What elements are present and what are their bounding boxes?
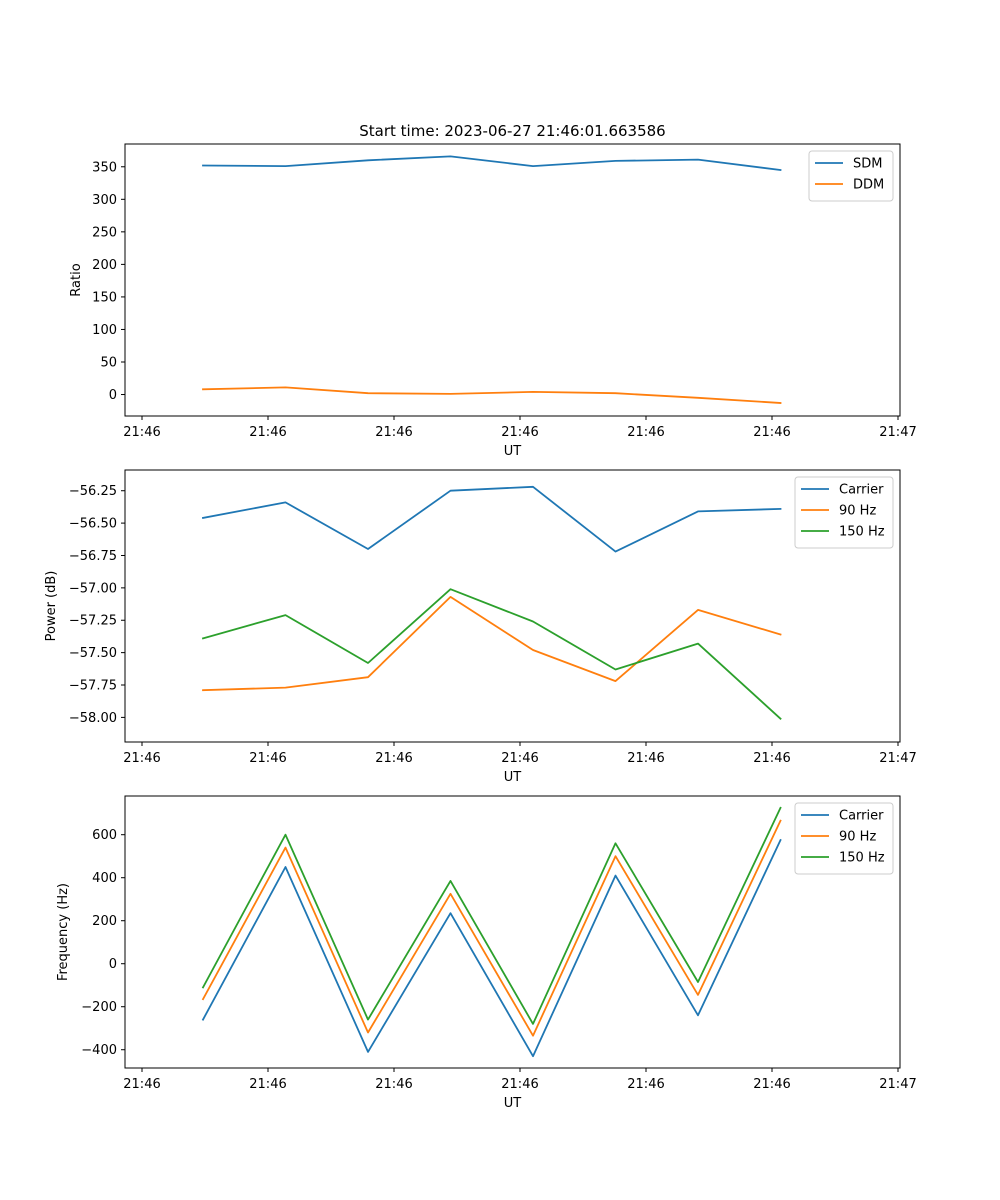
x-tick-label: 21:46 (249, 751, 286, 766)
series-line-ddm (202, 386, 782, 404)
plot-frame (124, 143, 901, 417)
x-tick-label: 21:46 (627, 1077, 664, 1092)
y-tick-label: −56.75 (69, 549, 117, 564)
x-tick-label: 21:46 (753, 1077, 790, 1092)
y-tick-label: −56.25 (69, 484, 117, 499)
legend-label-carrier: Carrier (839, 809, 884, 824)
x-tick-label: 21:46 (123, 425, 160, 440)
x-tick-label: 21:46 (123, 751, 160, 766)
figure-title: Start time: 2023-06-27 21:46:01.663586 (359, 122, 665, 140)
y-tick-label: 0 (109, 388, 117, 403)
x-tick-label: 21:46 (627, 751, 664, 766)
legend-label-90-hz: 90 Hz (839, 504, 876, 519)
legend-label-150-hz: 150 Hz (839, 851, 885, 866)
y-tick-label: 600 (92, 828, 117, 843)
y-tick-label: 0 (109, 957, 117, 972)
chart-panel-1: 21:46 21:46 21:46 21:46 21:46 21:46 21:47 UT 0 50… (69, 143, 917, 459)
x-tick-label: 21:46 (249, 425, 286, 440)
plot-frame (124, 795, 901, 1069)
series-line-carrier (201, 485, 782, 553)
y-axis-label: Frequency (Hz) (56, 883, 71, 981)
y-tick-label: −57.00 (69, 581, 117, 596)
chart-panel-3: 21:46 21:46 21:46 21:46 21:46 21:46 21:47 UT −40… (56, 795, 917, 1111)
x-tick-label: 21:46 (753, 751, 790, 766)
y-tick-label: 200 (92, 258, 117, 273)
x-axis-label: UT (504, 770, 522, 785)
x-tick-label: 21:46 (627, 425, 664, 440)
series-line-90-hz (201, 819, 782, 1037)
x-axis-label: UT (504, 444, 522, 459)
series-line-90-hz (202, 596, 782, 692)
series-line-sdm (202, 155, 782, 172)
y-axis-label: Ratio (69, 263, 84, 296)
y-tick-label: 50 (100, 355, 117, 370)
x-tick-label: 21:47 (879, 425, 916, 440)
x-tick-label: 21:47 (879, 1077, 916, 1092)
x-tick-label: 21:46 (123, 1077, 160, 1092)
x-tick-label: 21:46 (375, 751, 412, 766)
legend-label-carrier: Carrier (839, 483, 884, 498)
y-axis-label: Power (dB) (44, 571, 59, 642)
series-line-carrier (201, 838, 782, 1058)
y-tick-label: 250 (92, 225, 117, 240)
x-tick-label: 21:46 (753, 425, 790, 440)
y-tick-label: 100 (92, 323, 117, 338)
x-tick-label: 21:47 (879, 751, 916, 766)
x-tick-label: 21:46 (501, 1077, 538, 1092)
x-axis-label: UT (504, 1096, 522, 1111)
y-tick-label: −200 (81, 1000, 117, 1015)
y-tick-label: −400 (81, 1043, 117, 1058)
legend: Carrier 90 Hz 150 Hz (794, 802, 894, 875)
series-line-150-hz (201, 588, 782, 720)
x-tick-label: 21:46 (375, 425, 412, 440)
x-tick-label: 21:46 (375, 1077, 412, 1092)
legend-label-sdm: SDM (853, 157, 882, 172)
x-tick-label: 21:46 (501, 751, 538, 766)
y-tick-label: 150 (92, 290, 117, 305)
y-tick-label: −58.00 (69, 711, 117, 726)
y-tick-label: −57.50 (69, 646, 117, 661)
y-tick-label: 350 (92, 160, 117, 175)
plot-frame (124, 469, 901, 743)
x-tick-label: 21:46 (501, 425, 538, 440)
y-tick-label: 200 (92, 914, 117, 929)
y-tick-label: 400 (92, 871, 117, 886)
legend: Carrier 90 Hz 150 Hz (794, 476, 894, 549)
legend-label-ddm: DDM (853, 178, 884, 193)
legend-label-150-hz: 150 Hz (839, 525, 885, 540)
y-tick-label: 300 (92, 193, 117, 208)
y-tick-label: −57.25 (69, 614, 117, 629)
chart-panel-2: 21:46 21:46 21:46 21:46 21:46 21:46 21:47 UT −58… (44, 469, 917, 785)
x-tick-label: 21:46 (249, 1077, 286, 1092)
series-line-150-hz (201, 806, 782, 1025)
y-tick-label: −56.50 (69, 517, 117, 532)
y-tick-label: −57.75 (69, 679, 117, 694)
legend-label-90-hz: 90 Hz (839, 830, 876, 845)
legend: SDM DDM (808, 150, 894, 202)
